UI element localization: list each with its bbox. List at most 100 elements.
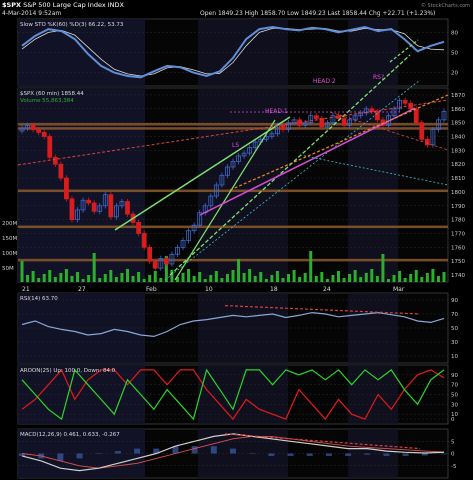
price-tick-label: 1780 bbox=[451, 218, 465, 224]
volume-bar bbox=[337, 271, 340, 282]
trendline bbox=[299, 154, 449, 186]
trendline bbox=[169, 54, 411, 276]
macd-histogram-bar bbox=[325, 453, 332, 456]
macd-histogram-bar bbox=[287, 453, 294, 456]
watermark-text: © StockCharts.com bbox=[421, 2, 470, 9]
volume-bar bbox=[120, 273, 124, 282]
chart-header: $SPX S&P 500 Large Cap Index INDX 4-Mar-… bbox=[2, 1, 435, 17]
macd-histogram-bar bbox=[268, 453, 275, 456]
macd-histogram-bar bbox=[249, 453, 256, 454]
volume-bar bbox=[76, 272, 80, 282]
macd-panel-shade-c bbox=[348, 429, 398, 478]
candle-body bbox=[441, 111, 447, 121]
aroon-down-line bbox=[21, 368, 445, 421]
volume-bar bbox=[331, 275, 335, 282]
candle-body bbox=[75, 209, 80, 221]
symbol-name: $SPX S&P 500 Large Cap Index INDX bbox=[2, 1, 125, 9]
volume-bar bbox=[253, 276, 257, 282]
candle-body bbox=[213, 184, 219, 197]
candle-body bbox=[319, 118, 325, 128]
candle-body bbox=[308, 115, 314, 124]
volume-bar bbox=[259, 272, 263, 282]
aroon-tick-label: 70 bbox=[451, 383, 458, 389]
macd-histogram-bar bbox=[383, 453, 390, 456]
macd-line bbox=[21, 433, 445, 472]
candle-body bbox=[291, 119, 297, 124]
volume-bar bbox=[309, 251, 313, 282]
macd-title: MACD(12,26,9) 0.461, 0.633, -0.267 bbox=[20, 432, 120, 438]
volume-bar bbox=[264, 279, 268, 282]
candle-body bbox=[280, 125, 286, 130]
candle-body bbox=[219, 174, 225, 186]
candle-body bbox=[91, 202, 97, 212]
price-tick-label: 1820 bbox=[451, 162, 465, 168]
volume-bar bbox=[131, 276, 135, 282]
volume-bar bbox=[148, 275, 152, 282]
candle-body bbox=[97, 205, 103, 212]
volume-bar bbox=[431, 269, 435, 282]
volume-bar bbox=[409, 274, 413, 282]
candle-body bbox=[36, 129, 42, 133]
candle-body bbox=[247, 147, 253, 154]
macd-panel: -5 0 5 MACD(12,26,9) 0.461, 0.633, -0.267 bbox=[17, 428, 457, 479]
price-tick-label: 1860 bbox=[451, 107, 465, 113]
volume-bar bbox=[375, 276, 379, 282]
macd-histogram-bar bbox=[191, 446, 198, 454]
candle-body bbox=[41, 131, 47, 137]
candle-body bbox=[58, 163, 64, 179]
volume-bar bbox=[270, 275, 274, 282]
candle-body bbox=[391, 108, 397, 117]
x-axis-label: Feb bbox=[146, 286, 157, 293]
rsi-panel-shade-a bbox=[18, 293, 145, 363]
x-axis-label: 27 bbox=[78, 286, 86, 293]
candle-body bbox=[208, 195, 214, 207]
candle-body bbox=[413, 108, 419, 124]
rsi-tick-label: 10 bbox=[451, 354, 458, 360]
price-tick-label: 1740 bbox=[451, 273, 465, 279]
price-panel: 1740175017601770178017901800181018201830… bbox=[2, 54, 465, 293]
volume-bar bbox=[348, 274, 352, 282]
volume-bar bbox=[26, 275, 30, 282]
macd-histogram-bar bbox=[306, 453, 313, 456]
sto-title: Slow STO %K(60) %D(3) 66.22, 53.73 bbox=[20, 22, 124, 28]
volume-bar bbox=[114, 277, 118, 282]
sto-series-k-line bbox=[21, 25, 445, 79]
price-tick-label: 1870 bbox=[451, 93, 465, 99]
candle-body bbox=[163, 258, 169, 265]
price-tick-label: 1800 bbox=[451, 190, 465, 196]
volume-bar bbox=[303, 273, 307, 282]
rsi-panel: 10 30 50 70 90 RSI(14) 63.70 bbox=[17, 292, 458, 364]
candle-body bbox=[330, 115, 336, 124]
candle-body bbox=[136, 222, 142, 234]
volume-bar bbox=[359, 277, 363, 282]
macd-histogram-bar bbox=[76, 453, 83, 459]
candle-body bbox=[424, 138, 430, 146]
trendline bbox=[174, 119, 276, 281]
chart-date: 4-Mar-2014 9:52am bbox=[2, 10, 61, 17]
volume-tick-label: 200M bbox=[2, 221, 17, 227]
volume-bar bbox=[287, 274, 291, 282]
macd-histogram-bar bbox=[345, 453, 352, 456]
volume-bar bbox=[320, 272, 324, 282]
candle-body bbox=[80, 199, 86, 211]
macd-histogram-bar bbox=[57, 453, 64, 461]
volume-bar bbox=[187, 269, 191, 282]
candle-body bbox=[25, 125, 30, 129]
candle-body bbox=[225, 166, 230, 176]
volume-bar bbox=[386, 279, 390, 282]
candle-body bbox=[402, 100, 408, 104]
candle-body bbox=[113, 205, 119, 218]
volume-tick-label: 150M bbox=[2, 236, 17, 242]
macd-histogram-bar bbox=[19, 453, 25, 456]
x-axis-label: 24 bbox=[323, 286, 331, 293]
watermark: © StockCharts.com bbox=[421, 2, 470, 9]
rsi-tick-label: 50 bbox=[451, 326, 458, 332]
candle-body bbox=[313, 115, 319, 119]
sto-tick-label: 20 bbox=[451, 71, 458, 77]
volume-bar bbox=[153, 271, 157, 282]
volume-bar bbox=[364, 273, 368, 282]
volume-bar bbox=[20, 261, 24, 282]
aroon-tick-label: 10 bbox=[451, 412, 458, 418]
x-axis-label: 21 bbox=[22, 286, 30, 293]
